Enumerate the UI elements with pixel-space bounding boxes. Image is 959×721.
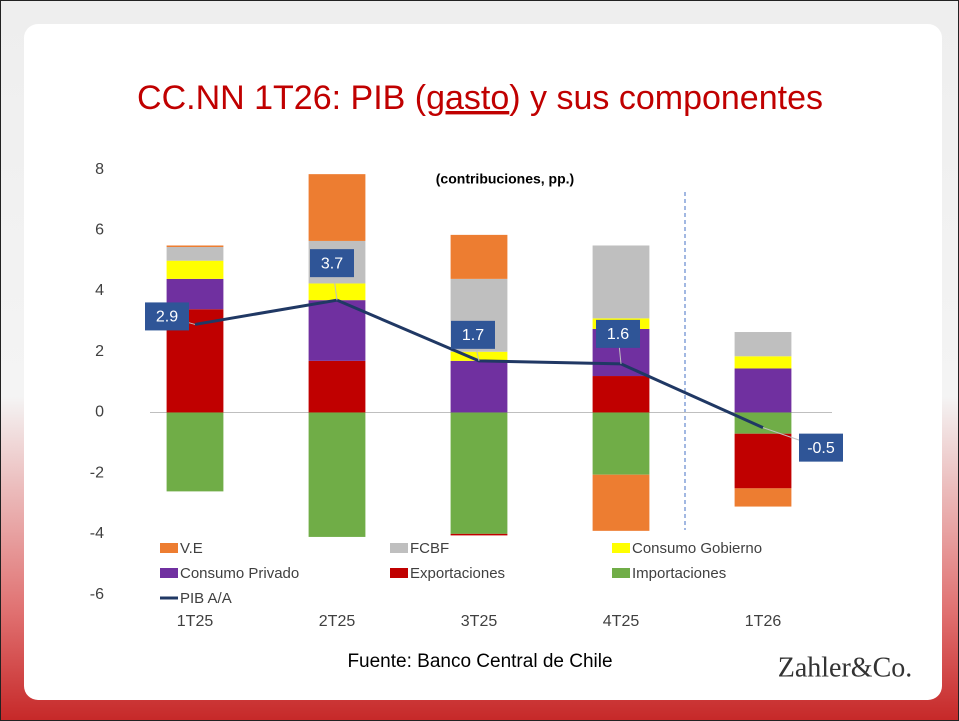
legend-swatch xyxy=(390,543,408,553)
legend-label: Consumo Gobierno xyxy=(632,540,762,557)
chart-subtitle: (contribuciones, pp.) xyxy=(436,171,574,187)
legend-swatch xyxy=(612,568,630,578)
brand: Zahler&Co. xyxy=(778,652,913,683)
x-tick-label: 3T25 xyxy=(461,613,498,630)
legend-swatch xyxy=(160,568,178,578)
data-label-box xyxy=(451,320,495,349)
bar-segment xyxy=(450,533,508,536)
bar-segment xyxy=(734,356,792,369)
x-tick-label: 4T25 xyxy=(603,613,640,630)
bar-segment xyxy=(592,245,650,319)
legend-label: Importaciones xyxy=(632,565,726,582)
bar-segment xyxy=(308,412,366,537)
bar-segment xyxy=(308,283,366,301)
bar-segment xyxy=(592,412,650,475)
bar-segment xyxy=(450,412,508,534)
y-tick-label: -4 xyxy=(90,525,104,542)
data-label: 3.7 xyxy=(321,255,343,272)
bar-segment xyxy=(450,351,508,361)
data-label-box xyxy=(145,302,189,331)
legend-label: Consumo Privado xyxy=(180,565,299,582)
bar-segment xyxy=(734,488,792,507)
data-label-box xyxy=(596,319,640,348)
legend-swatch xyxy=(160,543,178,553)
data-label: -0.5 xyxy=(807,440,835,457)
data-label-box xyxy=(799,433,843,462)
y-tick-label: 8 xyxy=(95,161,104,178)
x-tick-label: 2T25 xyxy=(319,613,356,630)
bar-segment xyxy=(592,376,650,413)
legend-swatch xyxy=(612,543,630,553)
title-part: ) y sus componentes xyxy=(509,79,823,117)
bar-segment xyxy=(734,332,792,357)
bar-segment xyxy=(734,368,792,413)
bar-segment xyxy=(308,360,366,413)
title-part: CC.NN 1T26: PIB ( xyxy=(137,79,427,117)
title-part: gasto xyxy=(426,79,509,117)
bar-segment xyxy=(734,412,792,434)
legend-label: Exportaciones xyxy=(410,565,505,582)
legend-swatch xyxy=(390,568,408,578)
legend-label: V.E xyxy=(180,540,203,557)
y-tick-label: 4 xyxy=(95,282,104,299)
legend-label: FCBF xyxy=(410,540,449,557)
data-label: 1.6 xyxy=(607,326,629,343)
chart-title: CC.NN 1T26: PIB (gasto) y sus componente… xyxy=(137,79,823,117)
bar-segment xyxy=(450,234,508,279)
bar-segment xyxy=(308,174,366,241)
bar-segment xyxy=(166,245,224,248)
source: Fuente: Banco Central de Chile xyxy=(347,651,612,672)
bar-segment xyxy=(166,260,224,279)
data-label-box xyxy=(310,249,354,278)
bar-segment xyxy=(450,360,508,413)
bar-segment xyxy=(166,247,224,261)
y-tick-label: 6 xyxy=(95,222,104,239)
data-label: 2.9 xyxy=(156,309,178,326)
x-tick-label: 1T25 xyxy=(177,613,214,630)
y-tick-label: 2 xyxy=(95,343,104,360)
bar-segment xyxy=(734,433,792,489)
bar-segment xyxy=(592,474,650,531)
y-tick-label: -2 xyxy=(90,464,104,481)
data-label: 1.7 xyxy=(462,327,484,344)
y-tick-label: -6 xyxy=(90,586,104,603)
bar-segment xyxy=(166,412,224,492)
x-tick-label: 1T26 xyxy=(745,613,782,630)
bar-segment xyxy=(308,300,366,361)
y-tick-label: 0 xyxy=(95,404,104,421)
legend-label: PIB A/A xyxy=(180,590,232,607)
